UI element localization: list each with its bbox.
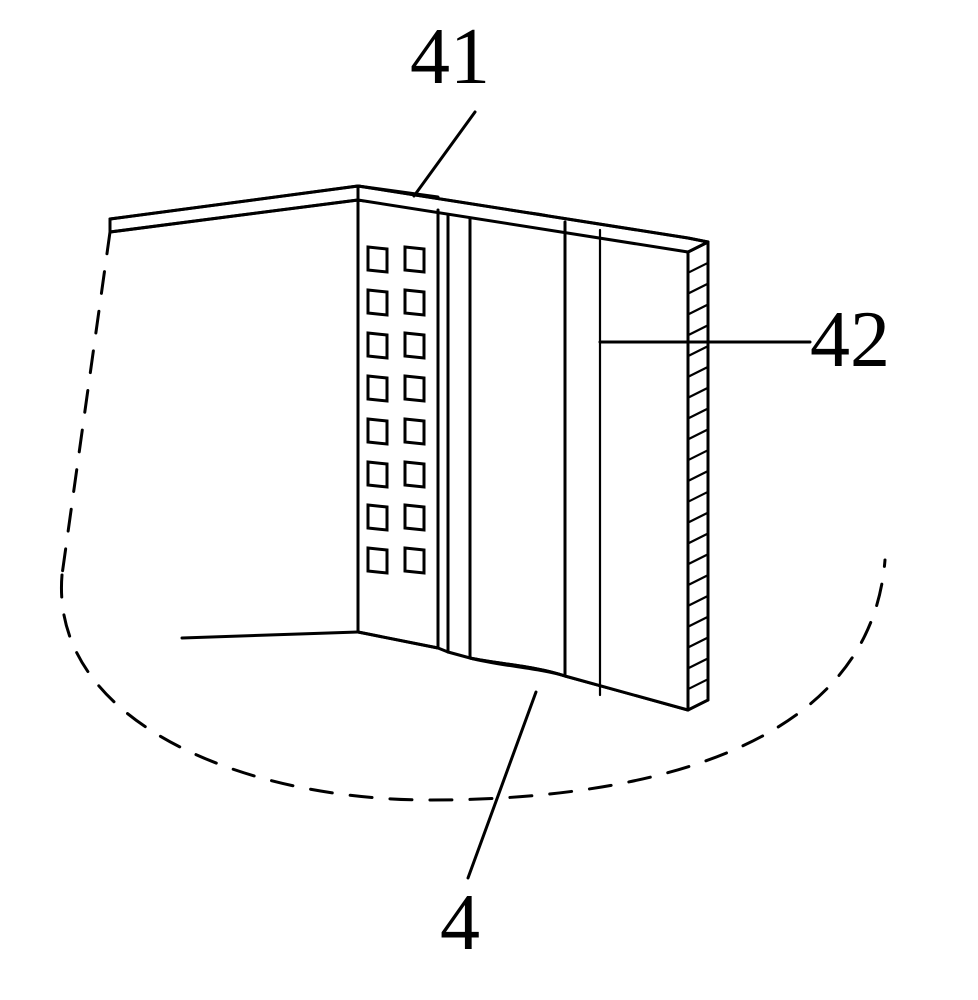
callout-label-41: 41 [410, 12, 490, 103]
technical-drawing [0, 0, 978, 1000]
callout-label-4: 4 [440, 878, 480, 969]
callout-label-42: 42 [810, 295, 890, 386]
